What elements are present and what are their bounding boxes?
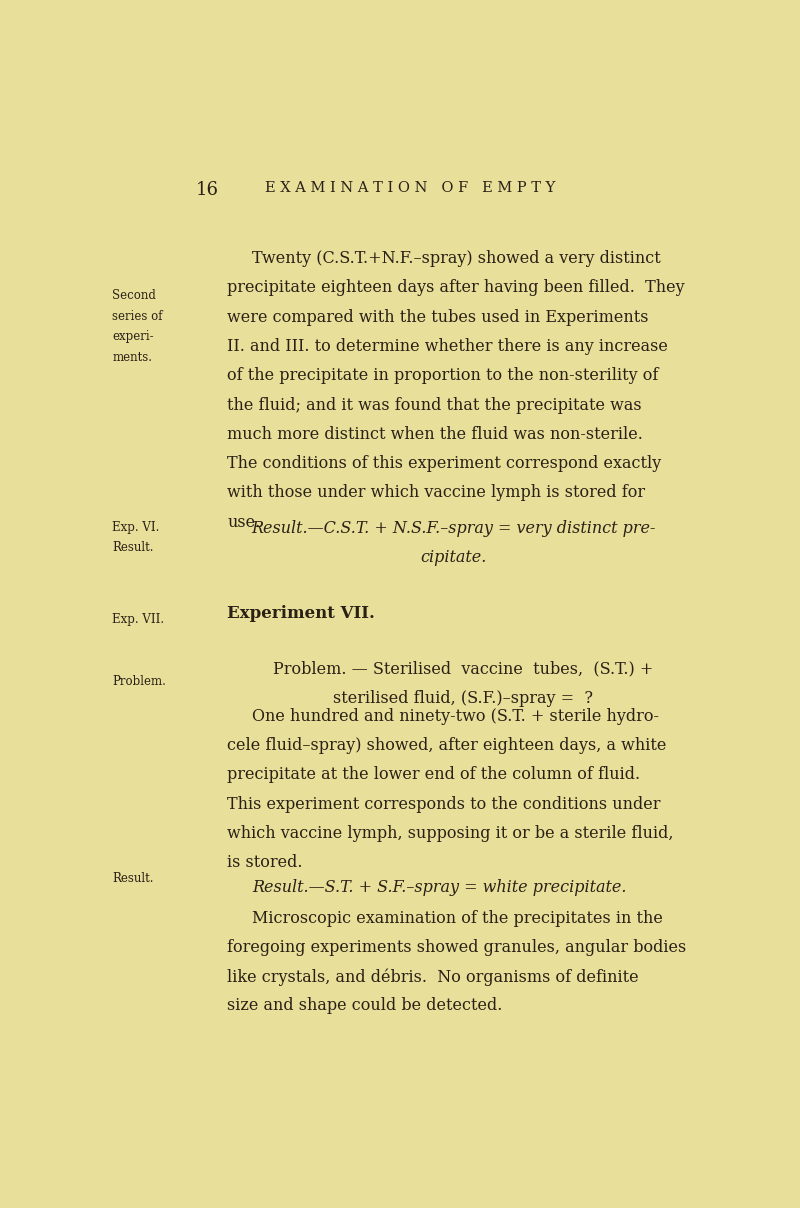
Text: Exp. VI.: Exp. VI. xyxy=(112,521,160,534)
Text: Twenty (C.S.T.+N.F.–spray) showed a very distinct: Twenty (C.S.T.+N.F.–spray) showed a very… xyxy=(252,250,661,267)
Text: Problem.: Problem. xyxy=(112,675,166,689)
Text: precipitate eighteen days after having been filled.  They: precipitate eighteen days after having b… xyxy=(227,279,685,296)
Text: sterilised fluid, (S.F.)–spray =  ?: sterilised fluid, (S.F.)–spray = ? xyxy=(333,690,593,707)
Text: is stored.: is stored. xyxy=(227,854,302,871)
Text: like crystals, and débris.  No organisms of definite: like crystals, and débris. No organisms … xyxy=(227,968,638,986)
Text: experi-: experi- xyxy=(112,330,154,343)
Text: were compared with the tubes used in Experiments: were compared with the tubes used in Exp… xyxy=(227,309,649,326)
Text: Microscopic examination of the precipitates in the: Microscopic examination of the precipita… xyxy=(252,910,662,927)
Text: 16: 16 xyxy=(196,181,219,199)
Text: the fluid; and it was found that the precipitate was: the fluid; and it was found that the pre… xyxy=(227,396,642,413)
Text: size and shape could be detected.: size and shape could be detected. xyxy=(227,998,502,1015)
Text: II. and III. to determine whether there is any increase: II. and III. to determine whether there … xyxy=(227,338,668,355)
Text: Result.: Result. xyxy=(112,872,154,885)
Text: foregoing experiments showed granules, angular bodies: foregoing experiments showed granules, a… xyxy=(227,939,686,956)
Text: of the precipitate in proportion to the non-sterility of: of the precipitate in proportion to the … xyxy=(227,367,658,384)
Text: much more distinct when the fluid was non-sterile.: much more distinct when the fluid was no… xyxy=(227,426,643,443)
Text: which vaccine lymph, supposing it or be a sterile fluid,: which vaccine lymph, supposing it or be … xyxy=(227,825,674,842)
Text: Experiment VII.: Experiment VII. xyxy=(227,605,375,622)
Text: cipitate.: cipitate. xyxy=(420,550,486,567)
Text: with those under which vaccine lymph is stored for: with those under which vaccine lymph is … xyxy=(227,484,646,501)
Text: The conditions of this experiment correspond exactly: The conditions of this experiment corres… xyxy=(227,455,662,472)
Text: Second: Second xyxy=(112,289,156,302)
Text: precipitate at the lower end of the column of fluid.: precipitate at the lower end of the colu… xyxy=(227,766,640,783)
Text: cele fluid–spray) showed, after eighteen days, a white: cele fluid–spray) showed, after eighteen… xyxy=(227,737,666,754)
Text: This experiment corresponds to the conditions under: This experiment corresponds to the condi… xyxy=(227,796,661,813)
Text: ments.: ments. xyxy=(112,350,152,364)
Text: Result.: Result. xyxy=(112,541,154,554)
Text: Result.—C.S.T. + N.S.F.–spray = very distinct pre-: Result.—C.S.T. + N.S.F.–spray = very dis… xyxy=(251,519,655,536)
Text: Problem. — Sterilised  vaccine  tubes,  (S.T.) +: Problem. — Sterilised vaccine tubes, (S.… xyxy=(273,661,653,678)
Text: Result.—S.T. + S.F.–spray = white precipitate.: Result.—S.T. + S.F.–spray = white precip… xyxy=(252,879,626,896)
Text: E X A M I N A T I O N   O F   E M P T Y: E X A M I N A T I O N O F E M P T Y xyxy=(265,181,555,196)
Text: use.: use. xyxy=(227,513,260,530)
Text: One hundred and ninety-two (S.T. + sterile hydro-: One hundred and ninety-two (S.T. + steri… xyxy=(252,708,659,725)
Text: series of: series of xyxy=(112,309,163,323)
Text: Exp. VII.: Exp. VII. xyxy=(112,612,165,626)
